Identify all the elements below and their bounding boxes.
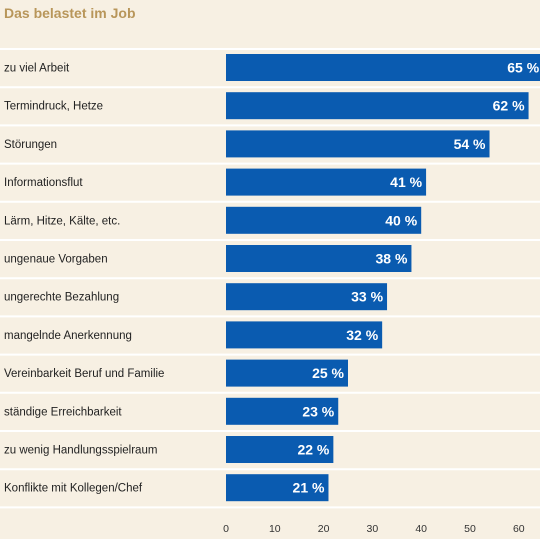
bar-4: [226, 206, 422, 234]
category-label-6: ungerechte Bezahlung: [4, 292, 119, 304]
value-label-5: 38 %: [376, 251, 408, 267]
category-label-5: ungenaue Vorgaben: [4, 254, 108, 266]
value-label-9: 23 %: [302, 403, 334, 419]
category-label-11: Konflikte mit Kollegen/Chef: [4, 483, 143, 495]
chart-title: Das belastet im Job: [4, 5, 136, 21]
x-tick-label-0: 0: [223, 523, 229, 535]
x-tick-label-50: 50: [464, 523, 476, 535]
x-tick-label-60: 60: [513, 523, 525, 535]
category-label-8: Vereinbarkeit Beruf und Familie: [4, 368, 164, 380]
x-tick-label-20: 20: [318, 523, 330, 535]
category-label-10: zu wenig Handlungsspielraum: [4, 445, 157, 457]
bar-0: [226, 54, 540, 81]
value-label-10: 22 %: [297, 442, 329, 458]
value-label-0: 65 %: [507, 60, 539, 76]
category-label-2: Störungen: [4, 139, 57, 151]
value-label-2: 54 %: [454, 136, 486, 152]
value-label-11: 21 %: [293, 480, 325, 496]
category-label-7: mangelnde Anerkennung: [4, 330, 132, 342]
bar-5: [226, 245, 412, 272]
bar-7: [226, 321, 383, 349]
bar-1: [226, 92, 529, 120]
x-tick-label-40: 40: [415, 523, 427, 535]
value-label-1: 62 %: [493, 98, 525, 114]
category-label-4: Lärm, Hitze, Kälte, etc.: [4, 215, 120, 227]
bar-3: [226, 168, 427, 196]
value-label-4: 40 %: [385, 212, 417, 228]
value-label-3: 41 %: [390, 174, 422, 190]
x-tick-label-10: 10: [269, 523, 281, 535]
category-label-1: Termindruck, Hetze: [4, 101, 103, 113]
bar-11: [226, 474, 329, 502]
bar-2: [226, 130, 490, 158]
category-label-9: ständige Erreichbarkeit: [4, 406, 122, 418]
x-tick-label-30: 30: [367, 523, 379, 535]
bar-10: [226, 436, 334, 463]
category-label-0: zu viel Arbeit: [4, 63, 70, 75]
value-label-7: 32 %: [346, 327, 378, 343]
bar-9: [226, 397, 339, 425]
value-label-8: 25 %: [312, 365, 344, 381]
category-label-3: Informationsflut: [4, 177, 83, 189]
value-label-6: 33 %: [351, 289, 383, 305]
bar-8: [226, 359, 348, 387]
bar-6: [226, 283, 388, 311]
